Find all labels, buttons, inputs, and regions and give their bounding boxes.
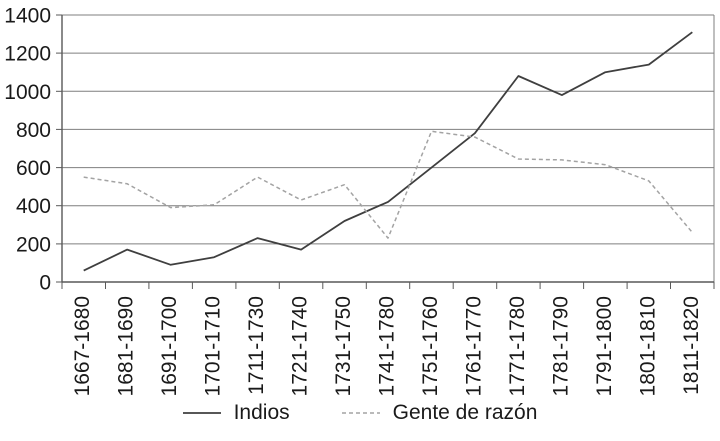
legend-item-gente-de-razon: Gente de razón [341, 401, 538, 424]
x-axis-label: 1667-1680 [71, 296, 94, 396]
chart-legend: Indios Gente de razón [0, 402, 720, 423]
x-axis-label: 1751-1760 [419, 296, 442, 396]
y-axis-label: 1400 [4, 5, 51, 28]
x-axis-label: 1801-1810 [636, 296, 659, 396]
x-axis-label: 1681-1690 [115, 296, 138, 396]
x-axis-label: 1691-1700 [158, 296, 181, 396]
y-axis-label: 0 [39, 272, 51, 295]
x-axis-label: 1721-1740 [289, 296, 312, 396]
y-axis-label: 1000 [4, 81, 51, 104]
x-axis-label: 1781-1790 [549, 296, 572, 396]
y-axis-label: 600 [16, 157, 51, 180]
gente-de-razon-line [83, 130, 693, 239]
y-axis-label: 400 [16, 195, 51, 218]
x-axis-label: 1731-1750 [332, 296, 355, 396]
legend-label-gente-de-razon: Gente de razón [392, 401, 538, 424]
legend-label-indios: Indios [233, 401, 290, 424]
y-axis-label: 1200 [4, 43, 51, 66]
population-line-chart: 0 200 400 600 800 1000 1200 1400 1667-1680 1681-1… [4, 5, 715, 396]
gente-de-razon-line-swatch [341, 411, 380, 414]
indios-line-swatch [182, 411, 221, 414]
x-axis-label: 1711-1730 [245, 296, 268, 395]
x-axis-label: 1741-1780 [376, 296, 399, 396]
legend-item-indios: Indios [182, 401, 290, 424]
y-axis-label: 200 [16, 233, 51, 256]
x-axis-label: 1791-1800 [593, 296, 616, 396]
x-axis-label: 1761-1770 [462, 296, 485, 396]
x-axis-label: 1701-1710 [202, 296, 225, 396]
x-axis-label: 1811-1820 [680, 296, 703, 395]
indios-line [83, 31, 693, 272]
y-axis-label: 800 [16, 119, 51, 142]
x-axis-label: 1771-1780 [506, 296, 529, 396]
